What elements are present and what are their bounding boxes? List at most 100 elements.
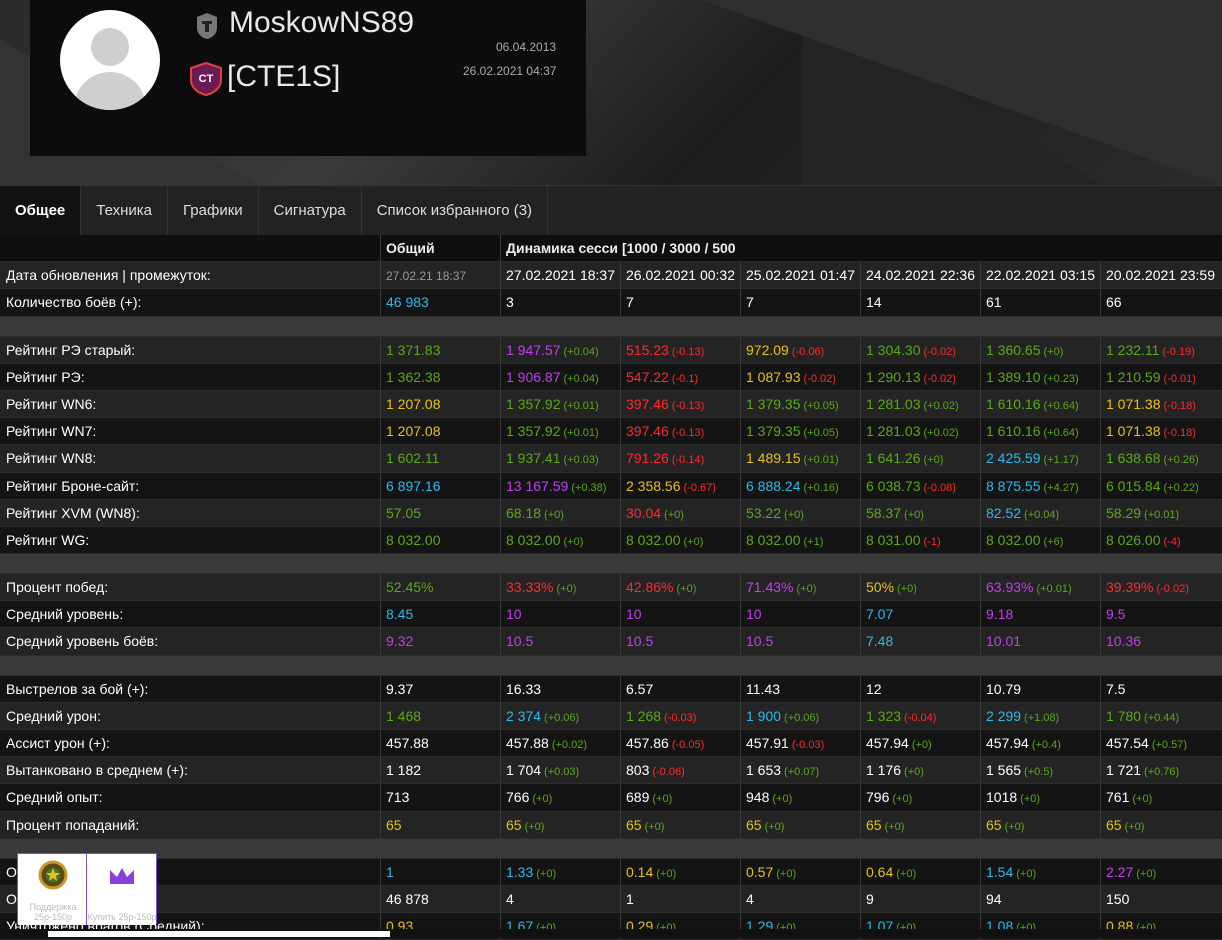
cell-value: 61 <box>986 294 1002 311</box>
cell-value: 4 <box>506 890 514 907</box>
tab-general[interactable]: Общее <box>0 186 82 236</box>
cell-value: 1 360.65 <box>986 341 1041 358</box>
table-row: Процент побед: 52.45% 33.33% (+0) 42.86% (+0)… <box>0 574 1222 602</box>
header-session-dynamics[interactable]: Динамика сесси [1000 / 3000 / 500 <box>501 235 741 261</box>
row-label: Рейтинг Броне-сайт: <box>0 472 381 499</box>
clan-tag[interactable]: [CTE1S] <box>227 60 341 93</box>
table-cell: 1 360.65 (+0) <box>981 336 1101 363</box>
player-nickname: MoskowNS89 <box>229 6 415 39</box>
cell-value: 9.32 <box>386 633 414 650</box>
cell-value: 7.48 <box>866 633 894 650</box>
cell-delta: (+0.04) <box>1024 508 1060 521</box>
cell-delta: (+1.08) <box>1024 711 1060 724</box>
table-cell: 457.91 (-0.03) <box>741 730 861 757</box>
table-cell: 8 032.00 (+6) <box>981 526 1101 554</box>
cell-value: 1 071.38 <box>1106 395 1161 412</box>
avatar-body <box>74 72 146 110</box>
table-cell: 4 <box>501 885 621 913</box>
cell-delta: (-0.02) <box>923 372 956 385</box>
table-cell: 2.27 (+0) <box>1101 859 1222 885</box>
table-cell: 1 489.15 (+0.01) <box>741 445 861 472</box>
table-cell: 515.23 (-0.13) <box>621 336 741 363</box>
cell-delta: (+0) <box>652 793 673 806</box>
table-row: Рейтинг WN6: 1 207.08 1 357.92 (+0.01) 397.4… <box>0 390 1222 419</box>
table-cell: 397.46 (-0.13) <box>621 390 741 418</box>
cell-value: 2.27 <box>1106 863 1134 880</box>
table-cell: 25.02.2021 01:47 <box>741 262 861 289</box>
cell-value: 6.57 <box>626 680 654 697</box>
cell-value: 1 176 <box>866 762 902 779</box>
table-cell: 66 <box>1101 289 1222 315</box>
cell-value: 65 <box>506 816 522 833</box>
cell-value: 6 897.16 <box>386 477 441 494</box>
cell-value: 1 371.83 <box>386 341 441 358</box>
cell-value: 2 374 <box>506 707 542 724</box>
bottom-input-strip[interactable] <box>48 931 390 937</box>
table-cell: 1 290.13 (-0.02) <box>861 363 981 390</box>
table-cell: 14 <box>861 289 981 316</box>
table-cell: 10.5 <box>741 628 861 655</box>
section-separator <box>0 554 1222 575</box>
cell-value: 1 357.92 <box>506 395 561 412</box>
cell-delta: (+0.76) <box>1144 766 1180 779</box>
cell-value: 713 <box>386 789 410 806</box>
table-cell: 150 <box>1101 886 1222 912</box>
cell-delta: (+0.02) <box>551 739 587 751</box>
cell-value: 8 032.00 <box>506 531 561 548</box>
section-separator <box>0 655 1222 676</box>
table-cell: 65 (+0) <box>861 811 981 838</box>
table-cell: 9.32 <box>381 628 501 655</box>
table-body: Дата обновления | промежуток: 27.02.21 18… <box>0 262 1222 940</box>
cell-value: 547.22 <box>626 368 669 385</box>
support-box[interactable]: Поддержка 25р-150р <box>18 854 87 925</box>
section-separator <box>0 316 1222 337</box>
cell-delta: (+0) <box>911 739 932 751</box>
cell-value: 27.02.21 18:37 <box>386 269 467 284</box>
row-label: Процент побед: <box>0 574 381 601</box>
cell-value: 1 468 <box>386 707 422 724</box>
table-cell: 2 425.59 (+1.17) <box>981 445 1101 472</box>
table-row: Средний уровень: 8.45 10 10 10 7.07 9.18 9.5 <box>0 601 1222 629</box>
table-cell: 791.26 (-0.14) <box>621 445 741 472</box>
cell-value: 10 <box>746 606 762 623</box>
table-cell: 457.88 <box>381 730 501 757</box>
table-cell: 761 (+0) <box>1101 784 1222 810</box>
registration-date: 06.04.2013 <box>496 40 557 54</box>
table-cell: 65 (+0) <box>621 811 741 838</box>
cell-delta: (+0) <box>556 583 577 596</box>
cell-value: 1 638.68 <box>1106 450 1161 467</box>
table-cell: 7 <box>741 289 861 316</box>
tab-charts[interactable]: Графики <box>168 186 259 236</box>
tab-signature[interactable]: Сигнатура <box>259 186 362 236</box>
crown-icon <box>110 868 134 884</box>
table-cell: 1 <box>381 858 501 885</box>
cell-delta: (+0) <box>892 793 913 806</box>
cell-delta: (+0.06) <box>544 711 580 724</box>
table-cell: 1 937.41 (+0.03) <box>501 445 621 472</box>
cell-value: 0.14 <box>626 863 654 880</box>
cell-delta: (+0.01) <box>563 427 599 440</box>
cell-value: 1 087.93 <box>746 368 801 385</box>
cell-value: 8 032.00 <box>986 531 1041 548</box>
cell-value: 24.02.2021 22:36 <box>866 267 975 284</box>
premium-box[interactable]: Купить 25р-150р <box>87 854 157 925</box>
tab-vehicles[interactable]: Техника <box>81 186 169 236</box>
cell-value: 8 031.00 <box>866 531 921 548</box>
cell-value: 8 032.00 <box>386 531 441 548</box>
cell-value: 6 015.84 <box>1106 477 1161 494</box>
table-cell: 6 888.24 (+0.16) <box>741 472 861 499</box>
table-cell: 1 362.38 <box>381 363 501 390</box>
cell-delta: (+0) <box>563 535 584 548</box>
table-cell: 547.22 (-0.1) <box>621 363 741 390</box>
cell-delta: (+0.64) <box>1043 399 1079 412</box>
cell-value: 150 <box>1106 890 1130 907</box>
table-cell: 2 299 (+1.08) <box>981 702 1101 729</box>
table-cell: 1.54 (+0) <box>981 858 1101 885</box>
cell-value: 7 <box>746 294 754 311</box>
support-widget: Поддержка 25р-150р Купить 25р-150р <box>17 853 157 925</box>
row-label: Рейтинг WG: <box>0 526 381 554</box>
cell-value: 8 032.00 <box>626 531 681 548</box>
tab-favorites[interactable]: Список избранного (3) <box>362 186 549 236</box>
table-cell: 8 032.00 (+1) <box>741 526 861 554</box>
cell-value: 1 <box>626 890 634 907</box>
